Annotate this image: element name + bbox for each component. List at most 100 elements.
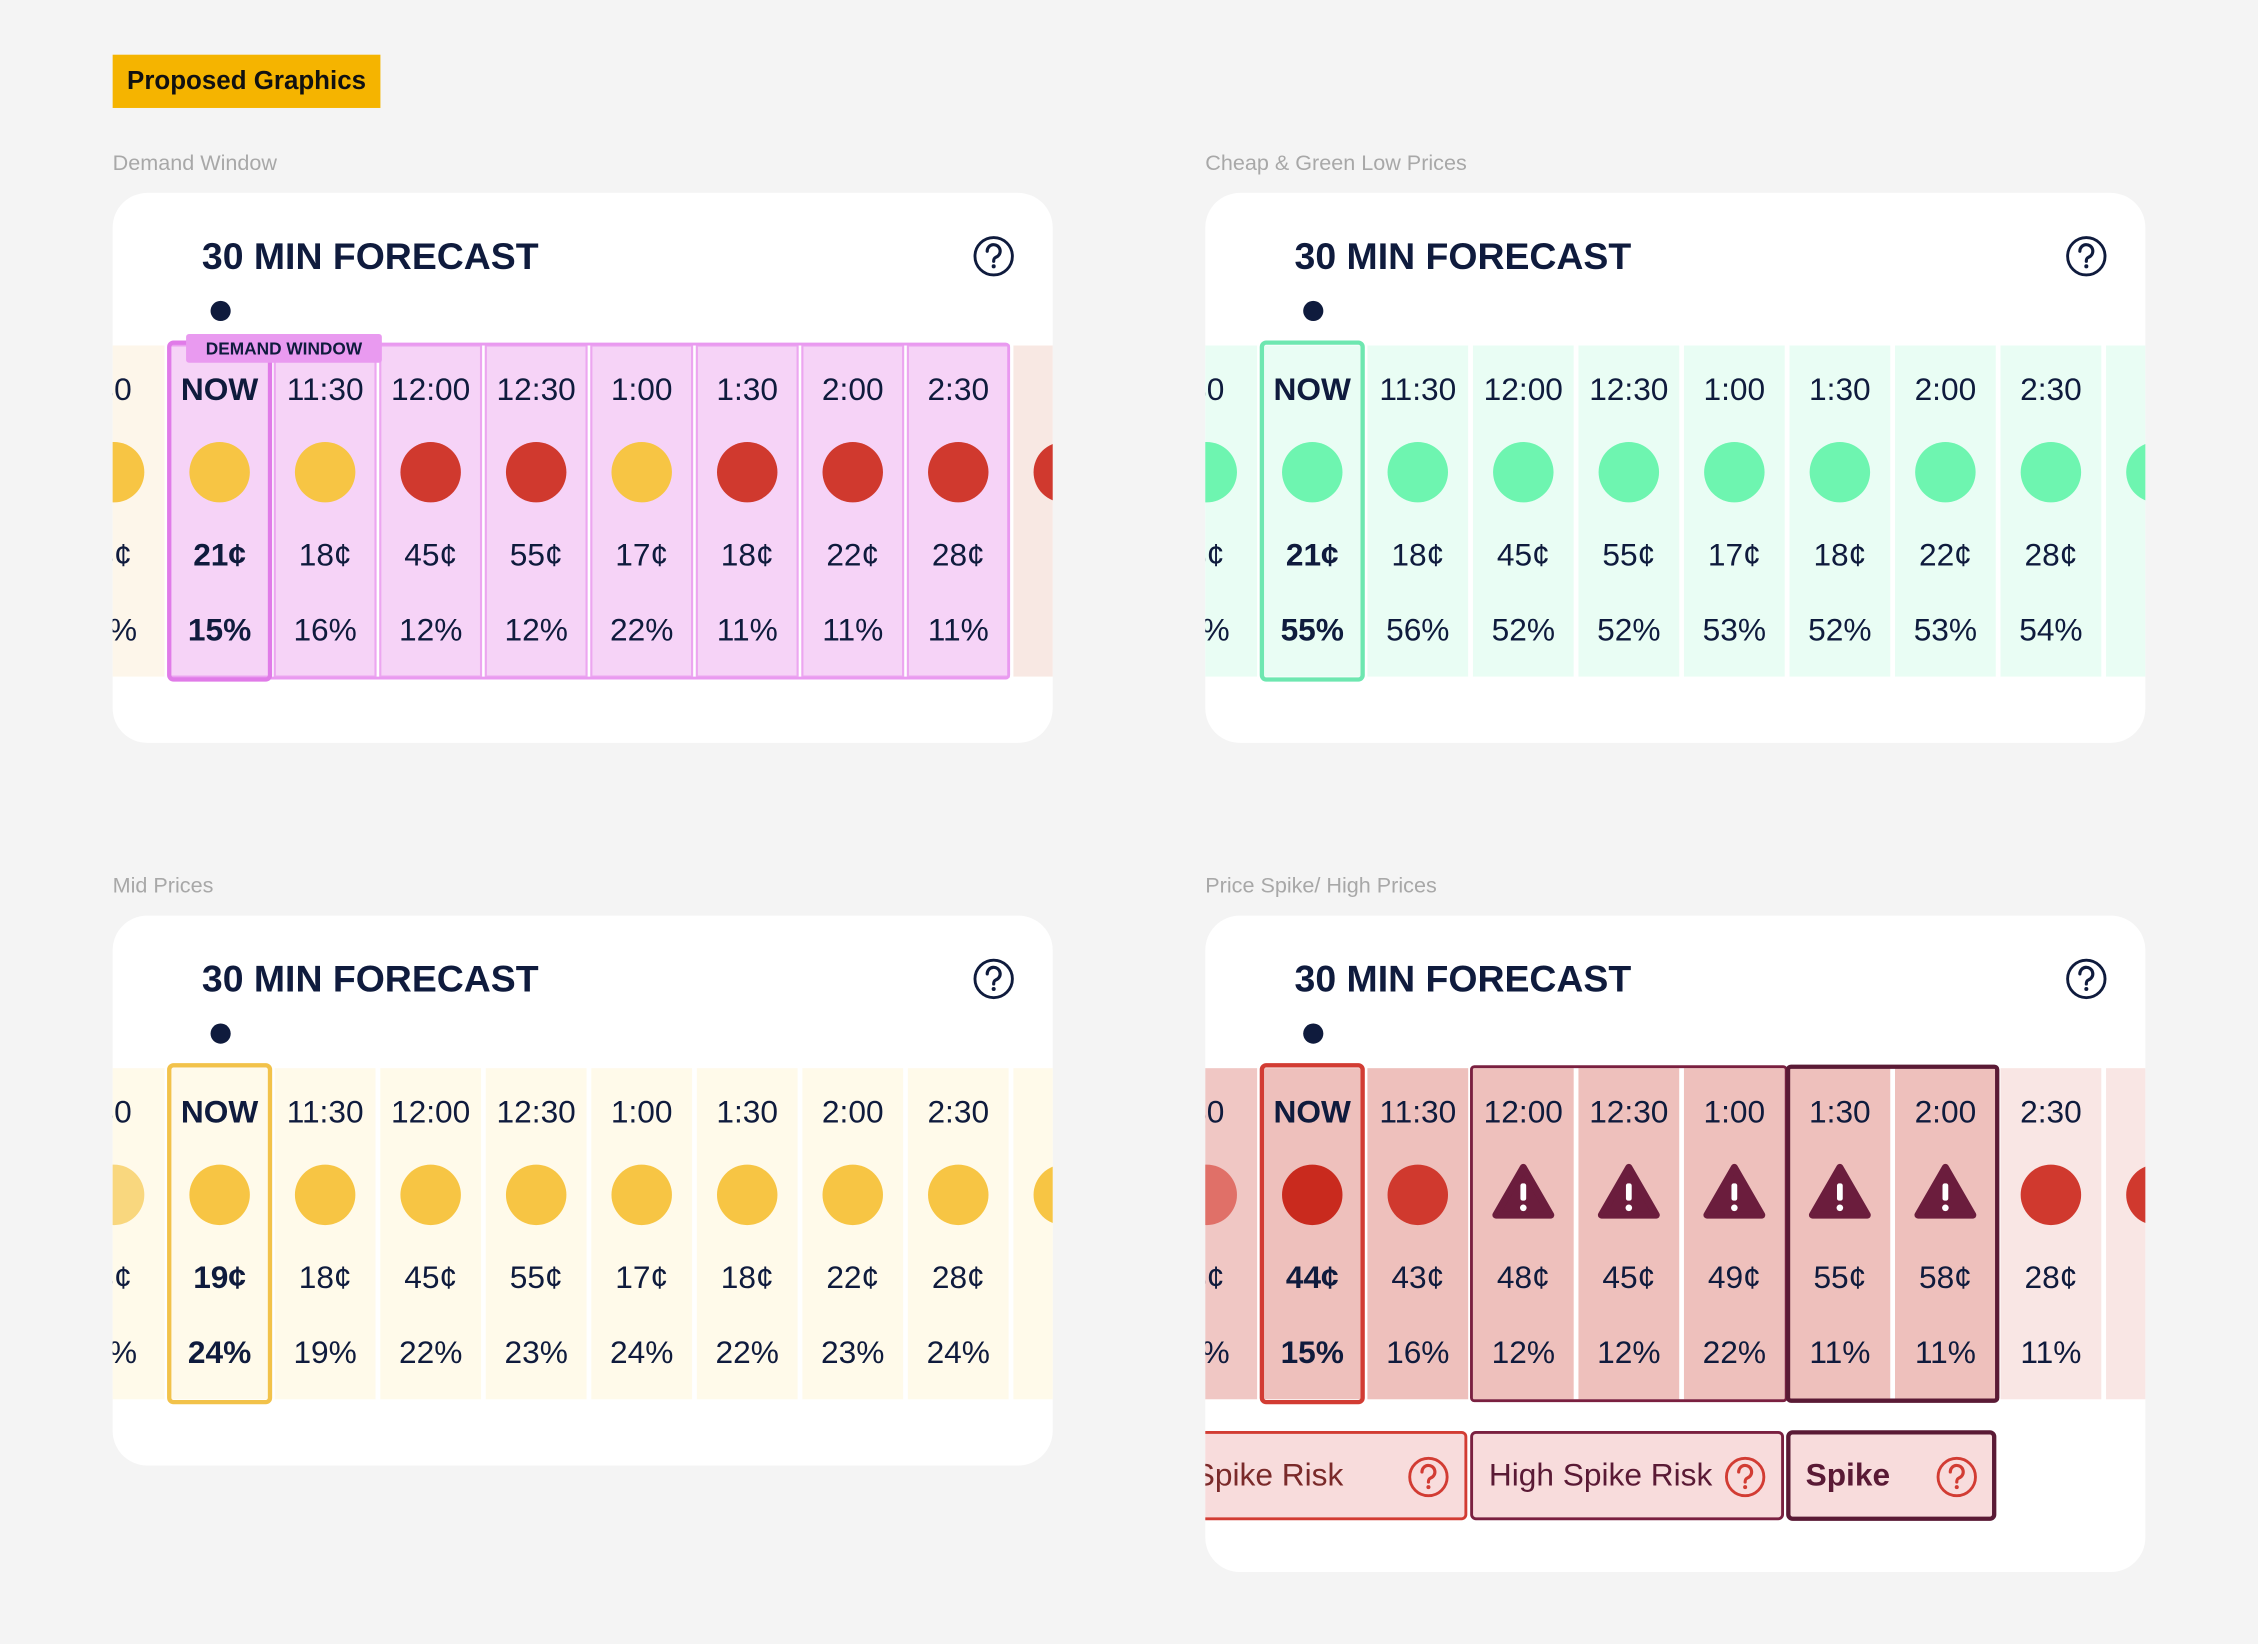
forecast-column: 2:00 58¢ 11% [1895,1068,1996,1400]
help-icon[interactable] [2066,958,2107,1000]
column-time: 12:00 [391,371,470,407]
forecast-column: 1:00 17¢ 24% [591,1068,693,1400]
column-price: 22¢ [826,1259,879,1295]
help-icon[interactable] [973,236,1014,277]
forecast-column: 12:30 55¢ 12% [484,344,588,678]
column-price: 55¢ [1602,536,1655,572]
warning-icon [1808,1163,1871,1219]
spike-group [1785,1064,2000,1403]
column-price: 28¢ [2024,1259,2077,1295]
status-dot [2126,441,2146,503]
legend-button[interactable]: High Spike Risk [1470,1430,1785,1521]
forecast-column: 1:00 17¢ 22% [590,344,694,678]
help-ring [1408,1456,1449,1498]
forecast-column: 12:30 55¢ 23% [485,1068,587,1400]
column-bg [590,344,694,678]
badge [112,54,381,108]
warning-dot [1519,1204,1527,1212]
status-dot [1033,441,1053,503]
now-dot [210,300,231,322]
column-bg [1013,345,1053,677]
forecast-column: 2:30 28¢ 11% [906,344,1010,678]
column-percent: 11% [1915,1334,1976,1370]
status-dot [1915,441,1976,503]
column-bg [1895,345,1996,677]
help-dot [2084,986,2089,992]
forecast-column: 12:00 45¢ 22% [380,1068,482,1400]
help-icon[interactable] [1724,1456,1766,1498]
column-price: 22¢ [1919,536,1972,572]
warning-bar [1520,1183,1527,1201]
column-price: 55¢ [510,536,563,572]
column-price: 58¢ [1919,1259,1972,1295]
status-dot [822,1164,883,1226]
column-time: 11:30 [287,371,364,407]
forecast-column: 12:30 55¢ 52% [1578,345,1680,677]
column-price: 1 [1055,1259,1073,1295]
column-time: 1:00 [611,1094,673,1130]
forecast-column: 30 3¢ 5% [1189,345,1258,677]
forecast-strip: 303¢5%NOW21¢15%11:3018¢16%12:0045¢12%12:… [112,333,1073,682]
column-time: 2:00 [822,371,884,407]
column-bg [1205,345,1258,677]
column-percent: 52% [1492,611,1555,647]
column-percent: 23% [505,1334,568,1370]
forecast-column: 2:30 28¢ 54% [2000,345,2102,677]
column-bg [274,1068,376,1400]
column-price: 3¢ [1189,536,1224,572]
help-icon[interactable] [1408,1456,1449,1498]
warning-dot [1625,1204,1633,1212]
column-time: 1:00 [1704,371,1766,407]
help-glyph [985,243,1002,263]
help-dot [1426,1485,1431,1490]
column-bg [1895,1068,1996,1400]
column-percent: 12% [1597,1334,1660,1370]
column-time: 12:30 [1589,1094,1668,1130]
status-dot [1282,441,1343,503]
column-bg [2106,1068,2146,1400]
column-time: 2:00 [1915,1094,1977,1130]
tag-bg [186,333,382,363]
forecast-column: 1:00 49¢ 22% [1683,1068,1785,1400]
column-price: 1 [2148,536,2166,572]
column-percent: 24% [188,1334,251,1370]
help-ring [2066,958,2107,1000]
column-bg [696,1068,798,1400]
legend-button[interactable]: Spike [1786,1430,1997,1521]
forecast-strip: 303¢5%NOW21¢55%11:3018¢56%12:0045¢52%12:… [1189,340,2166,682]
help-icon[interactable] [1936,1456,1977,1498]
card: 30 MIN FORECAST303¢5%NOW19¢24%11:3018¢19… [91,915,1073,1466]
help-glyph [1737,1463,1754,1484]
column-percent: 22% [399,1334,462,1370]
status-dot [112,441,145,503]
help-icon[interactable] [2066,236,2107,277]
status-dot [1598,441,1660,503]
help-ring [973,958,1014,1000]
column-time: 2:30 [927,1094,989,1130]
column-time: NOW [181,1094,258,1130]
column-time: 2:00 [822,1094,884,1130]
column-bg [112,345,165,677]
forecast-column: 12:00 48¢ 12% [1472,1068,1574,1400]
column-price: 3¢ [1189,1259,1224,1295]
column-percent: 22% [1703,1334,1766,1370]
column-time: 2:30 [2020,1094,2082,1130]
column-time: 12:00 [391,1094,470,1130]
status-dot [716,441,778,503]
column-bg [1789,1068,1891,1400]
warning-dot [1836,1204,1844,1212]
column-time: 3 [1055,371,1073,407]
card: 30 MIN FORECAST303¢5%NOW44¢15%11:3043¢16… [1189,915,2166,1573]
column-bg [1578,345,1680,677]
column-price: 45¢ [1497,536,1550,572]
column-time: 2:00 [1915,371,1977,407]
legend-button[interactable]: Spike Risk [1191,1430,1468,1521]
column-percent: 15% [1281,1334,1344,1370]
status-dot [189,1164,250,1226]
column-bg [1578,1068,1680,1400]
column-time: NOW [1274,1094,1351,1130]
help-icon[interactable] [973,958,1014,1000]
column-percent: 5% [91,1334,137,1370]
column-price: 1 [2148,1259,2166,1295]
help-dot [991,264,996,269]
